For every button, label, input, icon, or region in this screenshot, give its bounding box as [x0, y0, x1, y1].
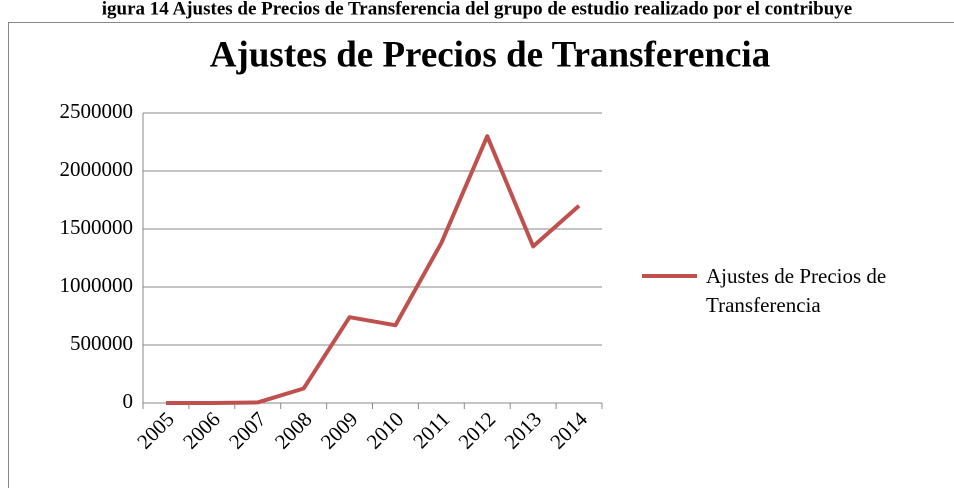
x-tick-label: 2010: [362, 407, 409, 454]
x-tick-label: 2012: [454, 407, 501, 454]
x-tick-label: 2009: [316, 407, 363, 454]
x-tick-label: 2011: [408, 407, 454, 453]
x-tick-label: 2006: [178, 407, 225, 454]
y-tick-label: 2000000: [60, 157, 134, 181]
chart-border: [8, 22, 954, 488]
y-tick-label: 1500000: [60, 215, 134, 239]
x-tick-label: 2014: [545, 407, 592, 454]
y-tick-label: 500000: [70, 331, 133, 355]
x-tick-label: 2008: [270, 407, 317, 454]
y-tick-label: 2500000: [60, 99, 134, 123]
y-tick-label: 1000000: [60, 273, 134, 297]
data-line: [165, 134, 581, 405]
y-tick-label: 0: [123, 389, 134, 413]
legend-label: Ajustes de Precios de Transferencia: [706, 264, 887, 317]
x-tick-label: 2013: [499, 407, 546, 454]
caption: igura 14 Ajustes de Precios de Transfere…: [102, 0, 852, 19]
chart-title: Ajustes de Precios de Transferencia: [210, 34, 770, 75]
x-tick-label: 2007: [224, 407, 271, 454]
x-tick-label: 2005: [132, 407, 179, 454]
